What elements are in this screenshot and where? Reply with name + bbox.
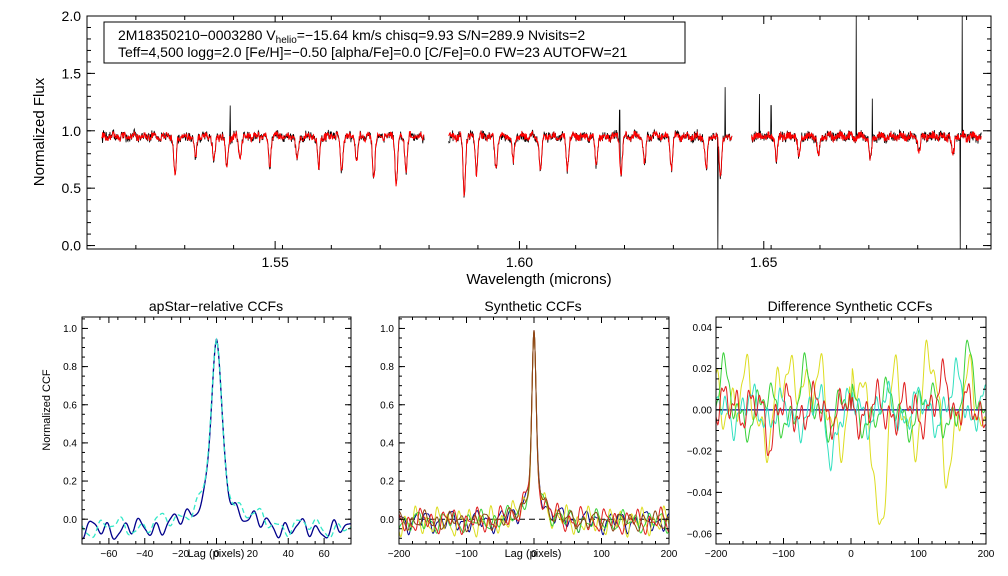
x-tick-label: 200 [661,549,678,560]
y-tick-label: −0.02 [687,447,713,458]
annotation-line-1-suffix: =−15.64 km/s chisq=9.93 S/N=289.9 Nvisit… [297,27,586,43]
spectrum-panel: 1.55 1.60 1.65 0.0 0.5 1.0 1.5 2.0 2M18350210−0… [31,8,992,288]
synthetic-ccf-plot-area [399,330,669,538]
ccf-series-combined [399,330,669,533]
y-tick-label: −0.04 [687,488,713,499]
y-tick-label: 0.0 [380,515,394,526]
spectrum-ticks: 1.55 1.60 1.65 0.0 0.5 1.0 1.5 2.0 [62,8,991,270]
synthetic-ccf-panel: Synthetic CCFs −200 −100 0 100 200 0.0 0.2 0.4 0… [380,298,678,560]
apstar-ccf-plot-area [82,337,351,540]
annotation-line-1: 2M18350210−0003280 Vhelio=−15.64 km/s ch… [118,27,585,46]
difference-ccf-axes-frame [715,316,987,545]
synthetic-ccf-ticks: −200 −100 0 100 200 0.0 0.2 0.4 0.6 0.8 1.0 [380,317,678,560]
y-tick-label: 0.2 [63,477,77,488]
model-spectrum-chip-1 [101,129,425,187]
observed-spectrum-chip-2 [448,87,733,249]
spectrum-x-label: Wavelength (microns) [466,271,611,288]
x-tick-label: −200 [388,549,411,560]
difference-series-visit-4 [716,357,986,456]
difference-ccf-panel: Difference Synthetic CCFs −200 −100 0 100 20… [687,298,995,560]
y-tick-label: 0.2 [380,477,394,488]
x-tick-label: 1.55 [262,254,289,270]
x-tick-label: −60 [100,549,117,560]
y-tick-label: 0.4 [380,438,394,449]
y-tick-label: 0.8 [63,362,77,373]
spectrum-annotation: 2M18350210−0003280 Vhelio=−15.64 km/s ch… [103,21,686,64]
y-tick-label: 0.5 [62,180,82,196]
difference-ccf-plot-area [716,339,986,526]
difference-ccf-ticks: −200 −100 0 100 200 −0.06 −0.04 −0.02 0.00 0.02 0.… [687,316,995,560]
y-tick-label: 0.8 [380,362,394,373]
annotation-line-1-prefix: 2M18350210−0003280 V [118,27,276,43]
y-tick-label: 0.6 [380,400,394,411]
y-tick-label: −0.06 [687,529,713,540]
y-tick-label: 2.0 [62,8,82,24]
x-tick-label: −20 [172,549,189,560]
annotation-box [103,21,686,64]
y-tick-label: 0.04 [693,323,713,334]
synthetic-ccf-axes-frame [398,316,670,545]
synthetic-ccf-x-label: Lag (pixels) [505,548,562,560]
ccf-series-visit-4 [399,330,669,536]
y-tick-label: 1.0 [380,324,394,335]
x-tick-label: 60 [319,549,331,560]
ccf-series-combined [82,338,351,540]
x-tick-label: 100 [593,549,610,560]
y-tick-label: 0.0 [62,238,82,254]
synthetic-ccf-title: Synthetic CCFs [484,298,581,314]
annotation-line-1-subscript: helio [276,35,298,46]
x-tick-label: −100 [455,549,478,560]
observed-spectrum-chip-3 [751,16,982,249]
x-tick-label: 0 [531,549,537,560]
ccf-series-visit-3 [399,330,669,534]
apstar-ccf-y-label: Normalized CCF [41,369,53,451]
y-tick-label: 0.0 [63,515,77,526]
model-spectrum-chip-3 [751,130,982,163]
spectrum-plot-area [101,16,982,249]
apstar-ccf-axes-frame [81,316,352,545]
y-tick-label: 0.00 [693,405,713,416]
y-tick-label: 1.5 [62,65,82,81]
y-tick-label: 1.0 [62,123,82,139]
x-tick-label: −200 [705,549,728,560]
apstar-ccf-panel: apStar−relative CCFs −60 −40 −20 0 20 40 60 0.0… [41,298,352,560]
y-tick-label: 1.0 [63,324,77,335]
annotation-line-2: Teff=4,500 logg=2.0 [Fe/H]=−0.50 [alpha/… [118,44,627,60]
y-tick-label: 0.02 [693,364,713,375]
spectrum-axes-frame [86,15,992,250]
x-tick-label: −40 [136,549,153,560]
apstar-ccf-title: apStar−relative CCFs [149,298,283,314]
difference-series-visit-3 [716,339,986,443]
x-tick-label: 20 [247,549,259,560]
y-tick-label: 0.4 [63,438,77,449]
difference-series-visit-2 [716,339,986,526]
difference-ccf-title: Difference Synthetic CCFs [768,298,933,314]
apstar-ccf-ticks: −60 −40 −20 0 20 40 60 0.0 0.2 0.4 0.6 0.8 1.0 [63,317,352,560]
apstar-ccf-x-label: Lag (pixels) [188,548,245,560]
x-tick-label: 200 [978,549,995,560]
x-tick-label: −100 [772,549,795,560]
y-tick-label: 0.6 [63,400,77,411]
ccf-series-visit-1 [399,330,669,536]
x-tick-label: 1.65 [750,254,777,270]
x-tick-label: 0 [214,549,220,560]
model-spectrum-chip-2 [448,130,733,197]
x-tick-label: 40 [283,549,295,560]
x-tick-label: 100 [910,549,927,560]
x-tick-label: 0 [848,549,854,560]
ccf-series-visit [82,337,351,539]
ccf-series-visit-2 [399,331,669,538]
x-tick-label: 1.60 [506,254,533,270]
spectrum-y-label: Normalized Flux [31,77,48,186]
